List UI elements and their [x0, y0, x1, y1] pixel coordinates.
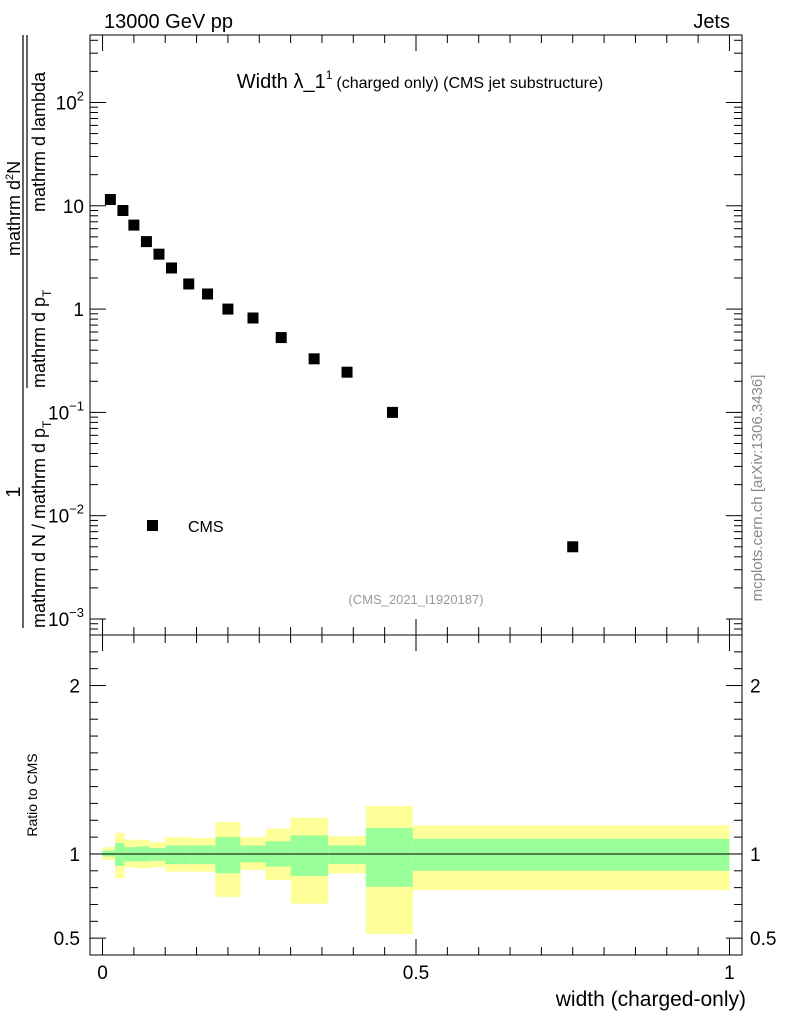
- ratio-band-inner: [190, 845, 216, 865]
- y-label-one: 1: [3, 486, 25, 497]
- data-point: [308, 353, 320, 365]
- main-panel-frame: [89, 34, 743, 636]
- y-tick-label-exp: −2: [69, 502, 84, 517]
- ratio-band-inner: [165, 845, 191, 865]
- y-tick-label: 10−1: [48, 398, 84, 424]
- ratio-panel: 0.5 0.51 12 2 0 0.5 1 Ratio to CMS width (cha…: [24, 634, 777, 1011]
- ratio-y-tick-label: 0.5: [54, 929, 80, 950]
- ratio-panel-frame: [89, 634, 743, 956]
- legend-label-cms: CMS: [188, 519, 224, 536]
- x-axis-label: width (charged-only): [555, 988, 746, 1011]
- y-tick-label-exp: −3: [69, 605, 84, 620]
- main-y-axis-label: 1 mathrm d N / mathrm d pT mathrm d2N ma…: [3, 35, 54, 628]
- analysis-watermark: (CMS_2021_I1920187): [348, 592, 483, 607]
- data-point: [117, 205, 129, 217]
- data-point: [222, 303, 234, 315]
- y-tick-label: 1: [73, 300, 84, 321]
- ratio-band-inner: [215, 837, 241, 874]
- y-tick-label-base: 10: [56, 93, 77, 114]
- y-tick-label-exp: −1: [69, 398, 84, 413]
- data-point: [128, 219, 140, 231]
- y-label-numerator-sup: 2: [4, 174, 16, 180]
- data-point: [104, 194, 116, 206]
- x-tick-label: 0.5: [403, 963, 429, 984]
- side-label: mcplots.cern.ch [arXiv:1306.3436]: [749, 375, 766, 602]
- data-point: [140, 236, 152, 248]
- y-tick-label: 10: [63, 197, 84, 218]
- ratio-band-inner: [412, 838, 730, 871]
- legend-marker: [147, 520, 158, 531]
- main-panel-ticks: [90, 35, 742, 636]
- data-point: [341, 366, 353, 378]
- data-point: [153, 248, 165, 260]
- y-tick-label-base: 10: [48, 610, 69, 631]
- plot-title: Width λ_11 (charged only) (CMS jet substr…: [237, 68, 603, 93]
- y-label-denominator: mathrm d N / mathrm d pT: [29, 420, 54, 628]
- ratio-y-tick-label-right: 1: [750, 845, 761, 866]
- ratio-panel-ticks: [90, 634, 742, 956]
- y-label-numerator-b: N: [4, 161, 24, 174]
- plot-title-sup: 1: [326, 68, 333, 82]
- x-tick-labels: 0 0.5 1: [97, 963, 735, 984]
- data-point: [247, 312, 259, 324]
- ratio-bands: [102, 805, 730, 934]
- ratio-y-tick-label: 2: [69, 677, 80, 698]
- data-point: [202, 288, 214, 300]
- y-tick-label: 10−3: [48, 605, 84, 631]
- ratio-band-inner: [290, 835, 329, 876]
- ratio-band-inner: [328, 845, 366, 865]
- ratio-y-axis-label: Ratio to CMS: [24, 753, 40, 836]
- data-point: [386, 406, 398, 418]
- x-tick-label: 1: [724, 963, 735, 984]
- ratio-y-tick-label-right: 0.5: [750, 929, 776, 950]
- cms-data-points: [104, 194, 579, 553]
- data-point: [166, 262, 177, 274]
- plot-title-rest: (charged only) (CMS jet substructure): [336, 75, 603, 92]
- y-label-numerator-a: mathrm d2N: [4, 161, 24, 256]
- x-tick-label: 0: [97, 963, 108, 984]
- y-label-denominator-sub: T: [40, 420, 54, 428]
- y-label-numerator-c-text: mathrm d p: [29, 297, 49, 388]
- y-tick-label: 102: [56, 88, 84, 114]
- y-label-numerator-d: mathrm d lambda: [29, 71, 49, 212]
- ratio-y-tick-label-right: 2: [750, 677, 761, 698]
- y-tick-label-exp: 2: [77, 88, 84, 103]
- y-label-numerator-c-sub: T: [40, 289, 54, 297]
- y-label-numerator-c: mathrm d pT: [29, 289, 54, 388]
- data-point: [275, 332, 287, 344]
- ratio-band-inner: [365, 827, 413, 887]
- y-tick-label-base: 10: [48, 403, 69, 424]
- ratio-y-tick-labels: 0.5 0.5 1 1 2 2: [54, 677, 777, 951]
- y-tick-label-base: 10: [48, 507, 69, 528]
- plot-title-main: Width λ_1: [237, 71, 326, 93]
- y-label-denominator-text: mathrm d N / mathrm d p: [29, 428, 49, 628]
- y-label-numerator-a-text: mathrm d: [4, 180, 24, 256]
- data-point: [183, 278, 195, 290]
- header-left: 13000 GeV pp: [104, 11, 233, 33]
- data-point: [567, 541, 579, 553]
- header-right: Jets: [693, 11, 730, 33]
- y-tick-label: 10−2: [48, 502, 84, 528]
- ratio-y-tick-label: 1: [69, 845, 80, 866]
